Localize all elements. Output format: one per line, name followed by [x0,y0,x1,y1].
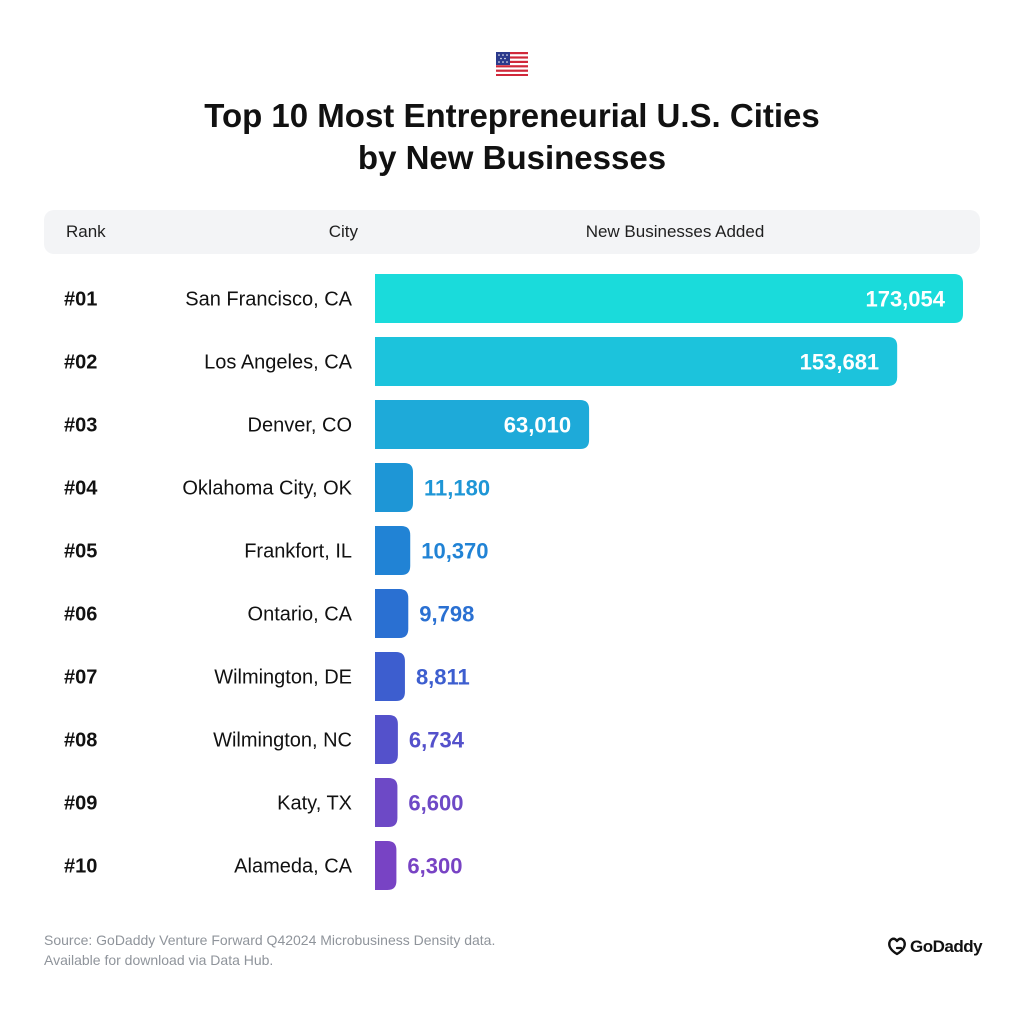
city-label: San Francisco, CA [185,289,352,311]
bar-10 [375,841,397,890]
value-label: 6,600 [408,791,463,816]
chart-title-line1: Top 10 Most Entrepreneurial U.S. Cities [204,97,820,134]
value-column-header: New Businesses Added [585,222,765,241]
rank-column-header: Rank [66,222,106,241]
city-label: Alameda, CA [234,856,352,878]
rank-label: #09 [64,793,97,815]
rank-label: #05 [64,541,97,563]
rank-label: #01 [64,289,97,311]
godaddy-logo-icon [888,937,906,956]
table-header: Rank City New Businesses Added [44,210,980,254]
rank-label: #02 [64,352,97,374]
bar-9 [375,778,398,827]
bar-7 [375,652,405,701]
bar-3 [375,400,590,449]
value-label: 173,054 [865,287,945,312]
us-flag-icon [496,52,528,76]
bar-1 [375,274,963,323]
rank-label: #04 [64,478,98,500]
value-label: 10,370 [421,539,488,564]
bar-6 [375,589,409,638]
value-label: 11,180 [424,476,490,501]
city-label: Oklahoma City, OK [182,478,352,500]
rank-label: #03 [64,415,97,437]
rank-label: #06 [64,604,97,626]
value-label: 6,734 [409,728,465,753]
rank-label: #10 [64,856,97,878]
value-label: 153,681 [800,350,880,375]
source-note: Source: GoDaddy Venture Forward Q42024 M… [44,930,495,970]
rank-label: #07 [64,667,97,689]
bar-8 [375,715,398,764]
bar-chart: #01 San Francisco, CA 173,054 #02 Los Angele… [64,274,963,890]
bar-4 [375,463,413,512]
city-label: Wilmington, DE [214,667,352,689]
city-label: Katy, TX [277,793,352,815]
rank-label: #08 [64,730,97,752]
value-label: 8,811 [416,665,470,690]
source-line-2: Available for download via Data Hub. [44,952,274,968]
bar-2 [375,337,898,386]
city-label: Denver, CO [248,415,352,437]
chart-title-line2: by New Businesses [357,139,667,176]
value-label: 6,300 [407,854,462,879]
source-line-1: Source: GoDaddy Venture Forward Q42024 M… [44,932,496,948]
city-label: Frankfort, IL [244,541,352,563]
logo-text: GoDaddy [910,937,983,956]
city-column-header: City [328,222,358,241]
city-label: Los Angeles, CA [204,352,353,374]
city-label: Wilmington, NC [213,730,352,752]
city-label: Ontario, CA [248,604,353,626]
value-label: 63,010 [504,413,571,438]
bar-5 [375,526,411,575]
value-label: 9,798 [419,602,474,627]
